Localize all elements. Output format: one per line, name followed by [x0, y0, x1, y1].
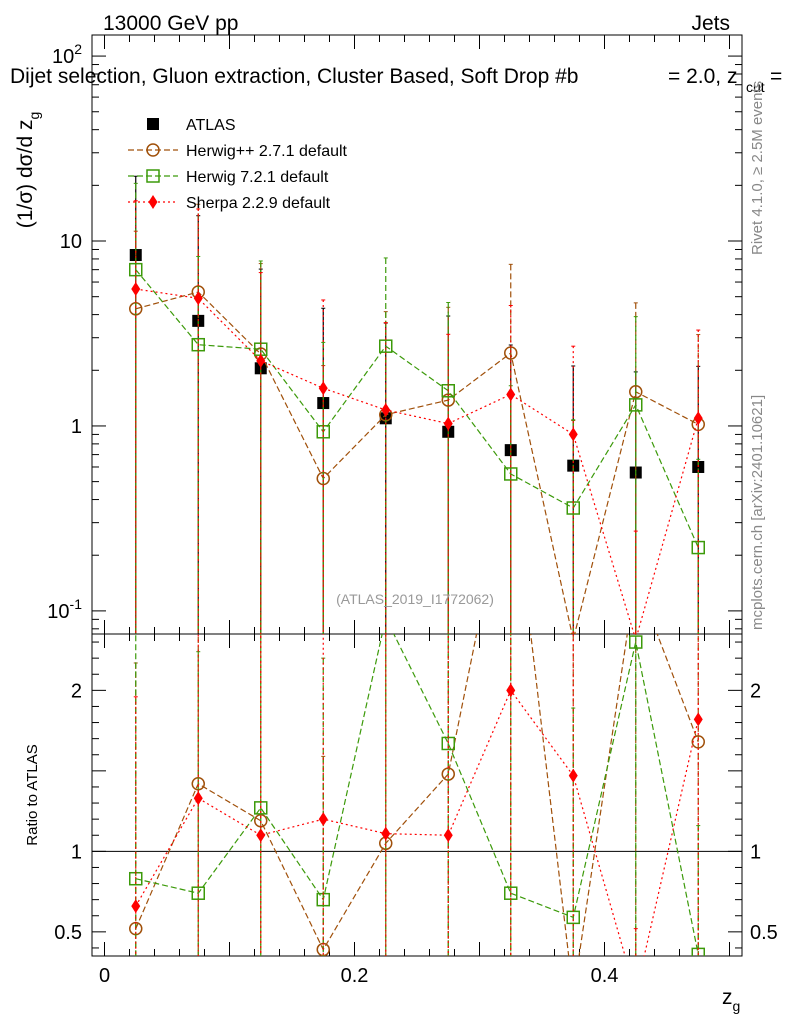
legend-herwig-7-2-1-default-label: Herwig 7.2.1 default — [186, 169, 329, 186]
title-trailing-equals: = — [770, 65, 782, 88]
main-herwig-7-2-1-default-point — [504, 467, 518, 481]
main-sherpa-2-2-9-default-point — [506, 387, 516, 402]
ratio-sherpa-2-2-9-default-point — [381, 826, 391, 841]
legend-atlas: ATLAS — [147, 117, 236, 134]
selection-title-text: Dijet selection, Gluon extraction, Clust… — [10, 65, 578, 88]
main-herwig-2-7-1-default-line — [135, 291, 699, 634]
legend-atlas-marker — [147, 118, 159, 130]
main-ylabel-text: (1/σ) dσ/d zg — [14, 112, 42, 229]
rivet-label: Rivet 4.1.0, ≥ 2.5M events — [749, 81, 766, 255]
ratio-herwig-2-7-1-default-point — [567, 989, 579, 1001]
ratio-sherpa-2-2-9-default-point — [568, 768, 578, 783]
ratio-sherpa-2-2-9-default-point — [693, 712, 703, 727]
main-herwig-2-7-1-default-series — [129, 203, 705, 634]
ratio-ytick-label: 1 — [71, 841, 82, 863]
legend-sherpa-2-2-9-default-label: Sherpa 2.2.9 default — [186, 195, 331, 212]
x-axis-label: zg — [722, 986, 740, 1014]
main-atlas-series — [129, 175, 705, 634]
main-herwig-7-2-1-default-line — [135, 269, 699, 548]
legend-herwig-7-2-1-default-marker — [146, 169, 160, 183]
ratio-herwig-2-7-1-default-point — [691, 735, 705, 749]
main-sherpa-2-2-9-default-line — [135, 288, 699, 634]
legend: ATLAS Herwig++ 2.7.1 default Herwig 7.2.1 … — [128, 117, 348, 212]
main-herwig-7-2-1-default-series — [129, 182, 705, 634]
selection-title: Dijet selection, Gluon extraction, Clust… — [10, 65, 578, 88]
analysis-watermark: (ATLAS_2019_I1772062) — [336, 591, 494, 607]
ratio-ytick-label: 2 — [71, 680, 82, 702]
main-sherpa-2-2-9-default-point — [318, 381, 328, 396]
ratio-herwig-7-2-1-default-point — [566, 910, 580, 925]
main-sherpa-2-2-9-default-point — [693, 411, 703, 426]
ratio-herwig-7-2-1-default-series — [129, 634, 705, 956]
main-ylabel-main: (1/σ) dσ/d z — [14, 120, 37, 229]
zcut-subscript: cut — [746, 79, 765, 95]
legend-herwig-2-7-1-default-marker — [146, 143, 160, 157]
ratio-axis-ticks: 0.5 0.5 1 1 2 2 0 0.2 0.4 — [54, 634, 778, 987]
main-herwig-7-2-1-default-point — [379, 339, 393, 353]
main-herwig-2-7-1-default-point — [569, 632, 578, 634]
ratio-ytick-label-right: 0.5 — [750, 922, 778, 944]
main-sherpa-2-2-9-default-point — [131, 282, 141, 297]
xtick-label: 0 — [99, 965, 110, 987]
legend-atlas-label: ATLAS — [186, 117, 236, 134]
mcplots-label: mcplots.cern.ch [arXiv:2401.10621] — [749, 395, 766, 630]
main-plot-area — [129, 175, 705, 634]
main-sherpa-2-2-9-default-series — [131, 200, 703, 634]
ratio-ytick-label-right: 2 — [750, 680, 761, 702]
ratio-ylabel: Ratio to ATLAS — [24, 744, 41, 845]
legend-herwig-2-7-1-default-label: Herwig++ 2.7.1 default — [186, 143, 348, 160]
energy-label: 13000 GeV pp — [103, 12, 238, 35]
ratio-ylabel-text: Ratio to ATLAS — [24, 744, 41, 845]
ratio-herwig-7-2-1-default-line — [135, 634, 699, 955]
ratio-sherpa-2-2-9-default-point — [631, 986, 640, 1000]
main-herwig-7-2-1-default-point — [629, 398, 643, 412]
main-sherpa-2-2-9-default-point — [193, 291, 203, 306]
ratio-ytick-label: 0.5 — [54, 922, 82, 944]
legend-herwig-2-7-1-default: Herwig++ 2.7.1 default — [128, 143, 348, 160]
main-sherpa-2-2-9-default-point — [568, 427, 578, 442]
ratio-sherpa-2-2-9-default-line — [135, 689, 699, 956]
ratio-sherpa-2-2-9-default-point — [256, 828, 266, 843]
main-ytick-label: 102 — [52, 41, 82, 68]
ratio-herwig-2-7-1-default-line — [135, 634, 699, 956]
beta-label: = 2.0, z — [668, 65, 737, 88]
ratio-sherpa-2-2-9-default-point — [193, 791, 203, 806]
main-herwig-7-2-1-default-point — [129, 262, 143, 277]
legend-sherpa-2-2-9-default-marker — [148, 195, 158, 209]
ratio-herwig-7-2-1-default-point — [629, 635, 643, 649]
x-axis-label-sub: g — [733, 998, 741, 1014]
x-axis-label-main: z — [722, 986, 733, 1009]
main-ytick-label: 1 — [71, 416, 82, 438]
ratio-plot-area — [129, 634, 705, 1001]
main-ylabel-sub: g — [26, 112, 42, 120]
ratio-sherpa-2-2-9-default-series — [131, 634, 703, 1000]
ratio-sherpa-2-2-9-default-point — [506, 683, 516, 698]
xtick-label: 0.4 — [591, 965, 619, 987]
xtick-label: 0.2 — [341, 965, 369, 987]
ratio-herwig-7-2-1-default-point — [191, 886, 205, 900]
main-axis-ticks: 10-1 1 10 102 — [47, 35, 742, 634]
legend-sherpa-2-2-9-default: Sherpa 2.2.9 default — [128, 195, 331, 212]
main-ytick-label: 10 — [60, 231, 82, 253]
ratio-sherpa-2-2-9-default-point — [131, 899, 141, 914]
main-sherpa-2-2-9-default-point — [443, 416, 453, 431]
beta-label-text: = 2.0, z — [668, 65, 737, 88]
legend-herwig-7-2-1-default: Herwig 7.2.1 default — [128, 169, 329, 186]
ratio-ytick-label-right: 1 — [750, 841, 761, 863]
main-ytick-label: 10-1 — [47, 596, 82, 623]
main-sherpa-2-2-9-default-point — [634, 632, 637, 634]
main-sherpa-2-2-9-default-point — [256, 353, 266, 368]
ratio-frame — [91, 633, 743, 957]
rivet-label-text: Rivet 4.1.0, ≥ 2.5M events — [749, 81, 766, 255]
main-sherpa-2-2-9-default-point — [381, 402, 391, 417]
ratio-sherpa-2-2-9-default-point — [443, 828, 453, 843]
main-ylabel: (1/σ) dσ/d zg — [14, 112, 42, 229]
ratio-sherpa-2-2-9-default-point — [318, 812, 328, 827]
process-label: Jets — [691, 12, 730, 35]
mcplots-label-text: mcplots.cern.ch [arXiv:2401.10621] — [749, 395, 766, 630]
